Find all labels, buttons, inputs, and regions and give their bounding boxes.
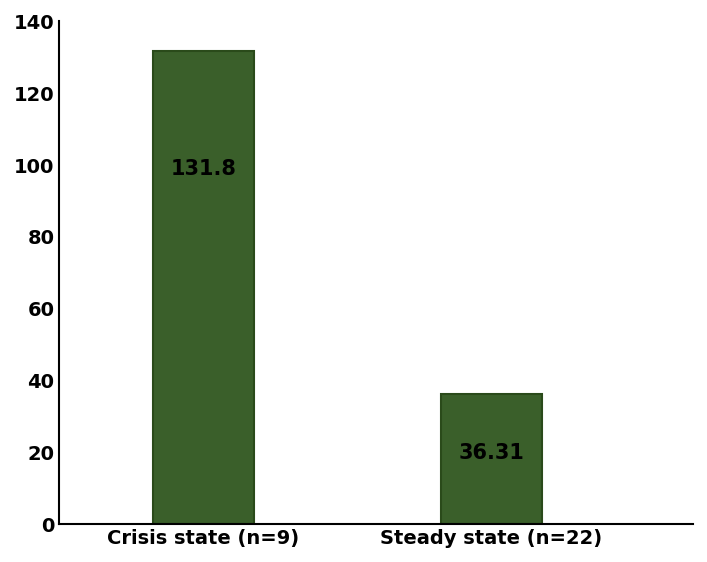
- Bar: [153, 51, 254, 524]
- Text: 131.8: 131.8: [170, 159, 236, 179]
- Text: 36.31: 36.31: [459, 442, 525, 463]
- Bar: [441, 394, 542, 524]
